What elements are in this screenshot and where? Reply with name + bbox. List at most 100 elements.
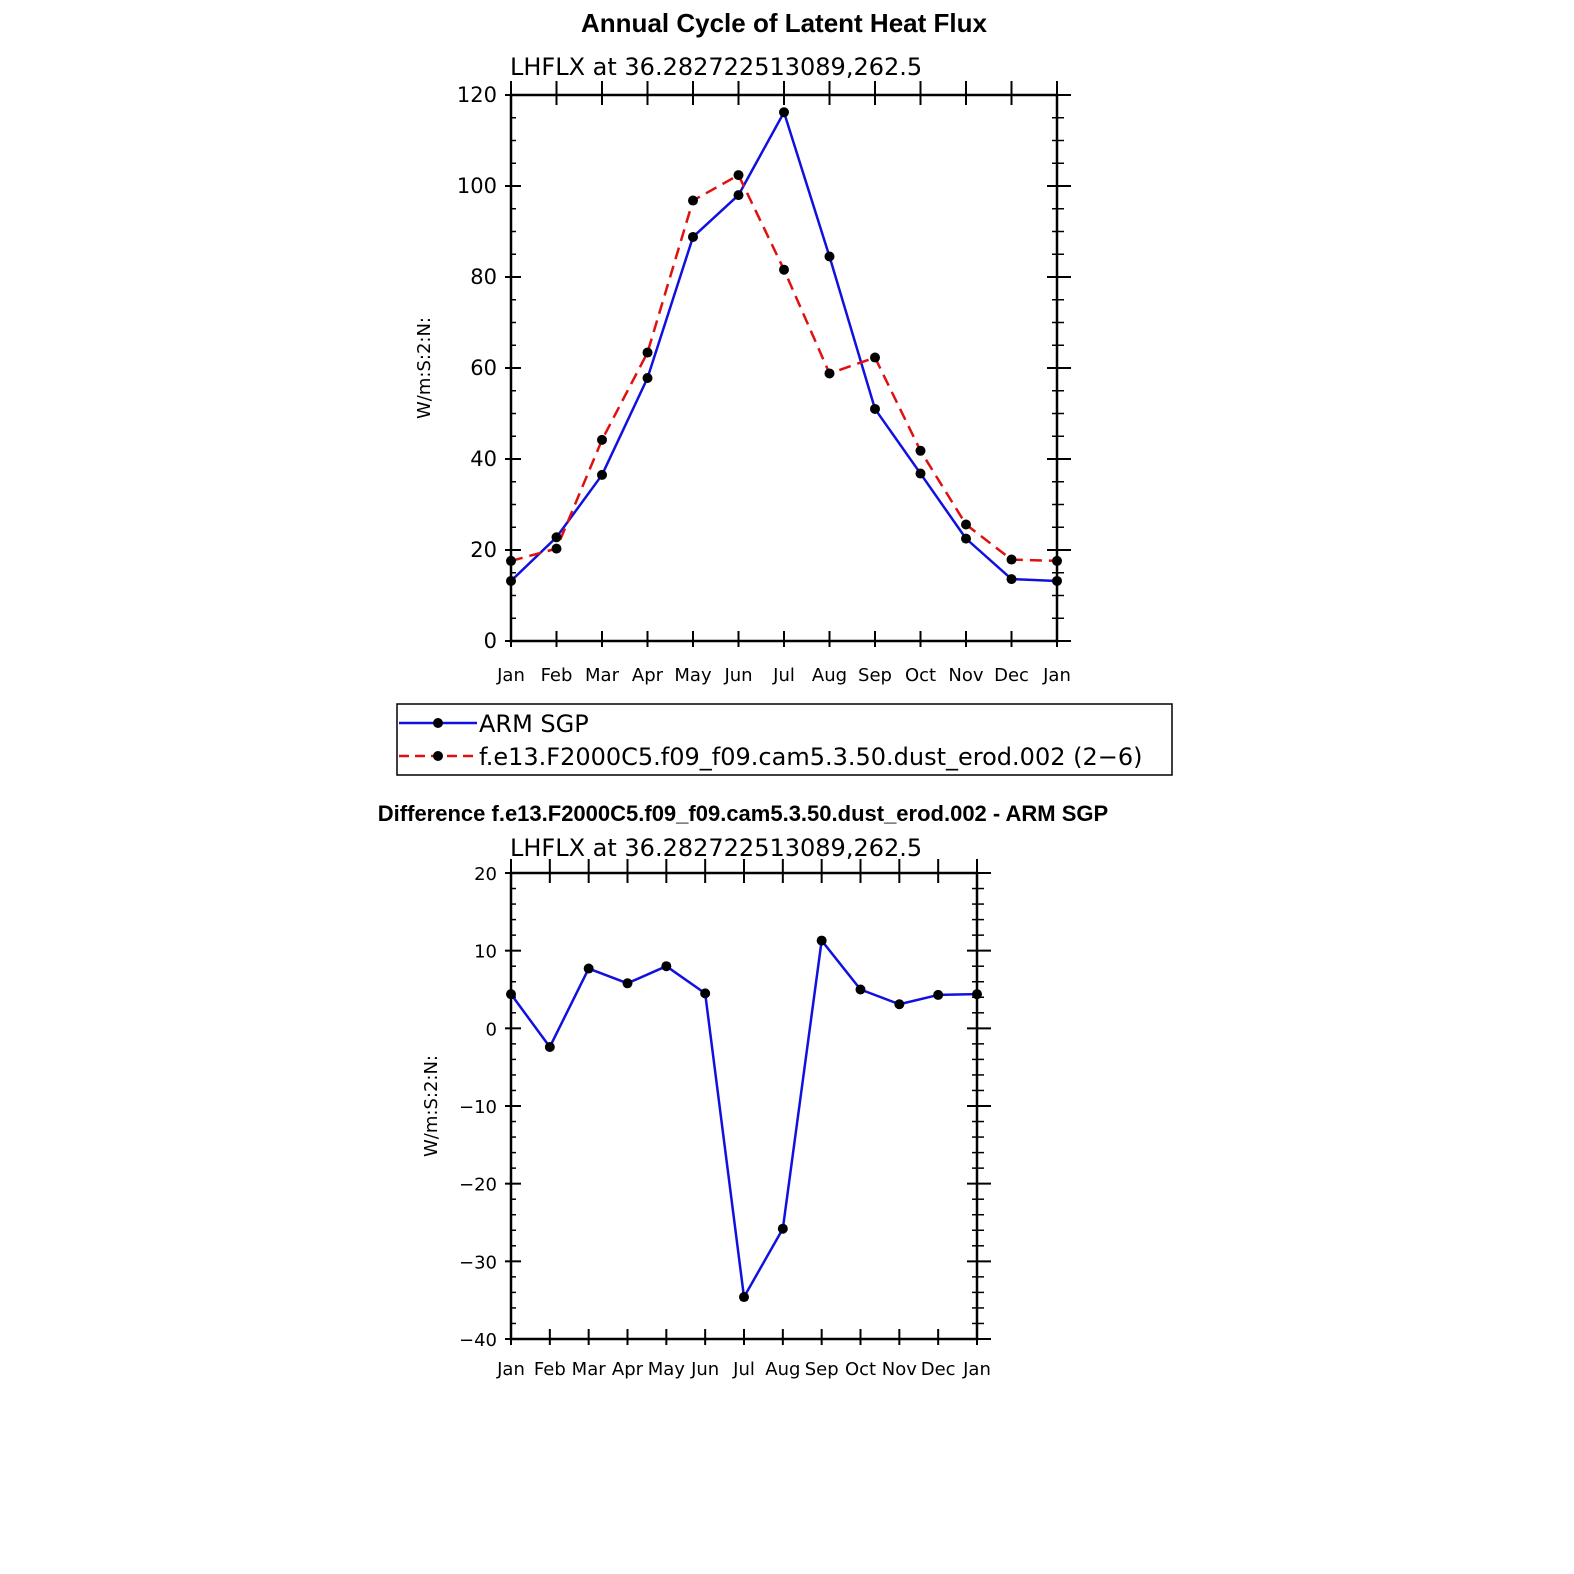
y-tick-label: 60 (470, 356, 497, 380)
y-tick-label: −40 (459, 1330, 497, 1351)
y-tick-labels: −40 −30 −20 −10 0 10 20 (459, 864, 497, 1351)
chart-title: Difference f.e13.F2000C5.f09_f09.cam5.3.… (378, 801, 1108, 826)
y-tick-label: −10 (459, 1097, 497, 1118)
x-tick-label: Oct (845, 1359, 876, 1380)
x-tick-label: Jan (496, 665, 525, 686)
data-point (551, 532, 562, 543)
y-tick-label: 100 (457, 174, 497, 198)
data-point (779, 264, 789, 275)
data-point (597, 469, 607, 480)
x-tick-label: Dec (994, 665, 1029, 686)
data-point (661, 961, 672, 972)
y-tick-label: 0 (486, 1019, 497, 1040)
x-tick-label: Feb (541, 665, 573, 686)
x-tick-label: Feb (534, 1359, 566, 1380)
x-tick-labels: Jan Feb Mar Apr May Jun Jul Aug Sep Oct … (496, 665, 1071, 686)
legend-label-model: f.e13.F2000C5.f09_f09.cam5.3.50.dust_ero… (479, 743, 1142, 771)
data-point (597, 434, 607, 445)
data-point (824, 368, 835, 379)
y-tick-label: 20 (470, 538, 497, 562)
x-tick-label: Apr (632, 665, 664, 686)
x-tick-label: Nov (948, 665, 983, 686)
data-point (915, 468, 926, 479)
y-tick-label: 20 (474, 864, 497, 885)
data-point (824, 251, 835, 262)
data-point (870, 352, 880, 363)
legend-marker-model (433, 751, 443, 761)
data-point (779, 107, 789, 118)
series-line (510, 173, 1058, 563)
y-tick-label: 40 (470, 447, 497, 471)
legend: ARM SGP f.e13.F2000C5.f09_f09.cam5.3.50.… (396, 703, 1173, 776)
data-point (1006, 554, 1017, 565)
plot-frame (509, 871, 979, 1341)
data-point (642, 347, 653, 358)
legend-label-obs: ARM SGP (479, 710, 589, 738)
data-point (688, 195, 698, 206)
data-point (551, 543, 562, 554)
data-point (816, 935, 827, 946)
x-tick-label: Apr (612, 1359, 644, 1380)
x-tick-label: May (674, 665, 712, 686)
y-tick-label: −30 (459, 1252, 497, 1273)
difference-chart: Difference f.e13.F2000C5.f09_f09.cam5.3.… (378, 801, 1108, 1380)
x-tick-label: Dec (921, 1359, 956, 1380)
data-point (1052, 555, 1062, 566)
x-tick-label: Sep (805, 1359, 839, 1380)
y-tick-label: 80 (470, 265, 497, 289)
y-axis-label: W/m:S:2:N: (414, 317, 435, 419)
annual-cycle-chart: Annual Cycle of Latent Heat Flux LHFLX a… (414, 8, 1071, 686)
y-axis-label: W/m:S:2:N: (421, 1055, 442, 1157)
data-point (506, 555, 516, 566)
x-tick-label: Aug (812, 665, 847, 686)
y-tick-label: 0 (484, 629, 497, 653)
y-tick-label: 10 (474, 942, 497, 963)
x-tick-label: Aug (765, 1359, 800, 1380)
x-tick-label: Mar (585, 665, 620, 686)
x-tick-label: Jan (496, 1359, 525, 1380)
data-point (1052, 575, 1062, 586)
series-group (506, 935, 982, 1303)
legend-box (396, 703, 1173, 776)
x-tick-label: Oct (905, 665, 936, 686)
data-point (733, 190, 744, 201)
data-point (700, 988, 711, 999)
data-point (777, 1223, 788, 1234)
x-tick-label: Jun (723, 665, 752, 686)
data-point (961, 533, 971, 544)
data-point (1006, 574, 1017, 585)
chart-title: Annual Cycle of Latent Heat Flux (581, 8, 987, 38)
data-point (733, 170, 744, 181)
x-tick-label: Mar (572, 1359, 607, 1380)
data-point (544, 1041, 555, 1052)
chart-subtitle: LHFLX at 36.282722513089,262.5 (510, 53, 922, 81)
x-tick-labels: Jan Feb Mar Apr May Jun Jul Aug Sep Oct … (496, 1359, 991, 1380)
data-point (915, 445, 926, 456)
data-point (739, 1292, 749, 1303)
x-tick-label: Jun (690, 1359, 719, 1380)
x-tick-label: Jul (732, 1359, 755, 1380)
data-point (961, 519, 971, 530)
y-tick-labels: 0 20 40 60 80 100 120 (457, 83, 497, 653)
data-point (855, 984, 866, 995)
data-point (642, 373, 653, 384)
data-point (894, 999, 905, 1010)
x-tick-label: Sep (858, 665, 892, 686)
data-point (622, 978, 633, 989)
series-line (510, 111, 1058, 583)
x-tick-label: Jan (1042, 665, 1071, 686)
plot-frame (509, 93, 1059, 643)
series-line (509, 939, 978, 1299)
data-point (933, 989, 944, 1000)
x-tick-label: Nov (882, 1359, 917, 1380)
legend-marker-obs (433, 718, 443, 728)
data-point (506, 989, 516, 1000)
axis-ticks (505, 81, 1071, 647)
x-tick-label: May (648, 1359, 686, 1380)
x-tick-label: Jan (962, 1359, 991, 1380)
data-point (972, 989, 982, 1000)
y-tick-label: 120 (457, 83, 497, 107)
data-point (688, 231, 698, 242)
data-point (506, 575, 516, 586)
